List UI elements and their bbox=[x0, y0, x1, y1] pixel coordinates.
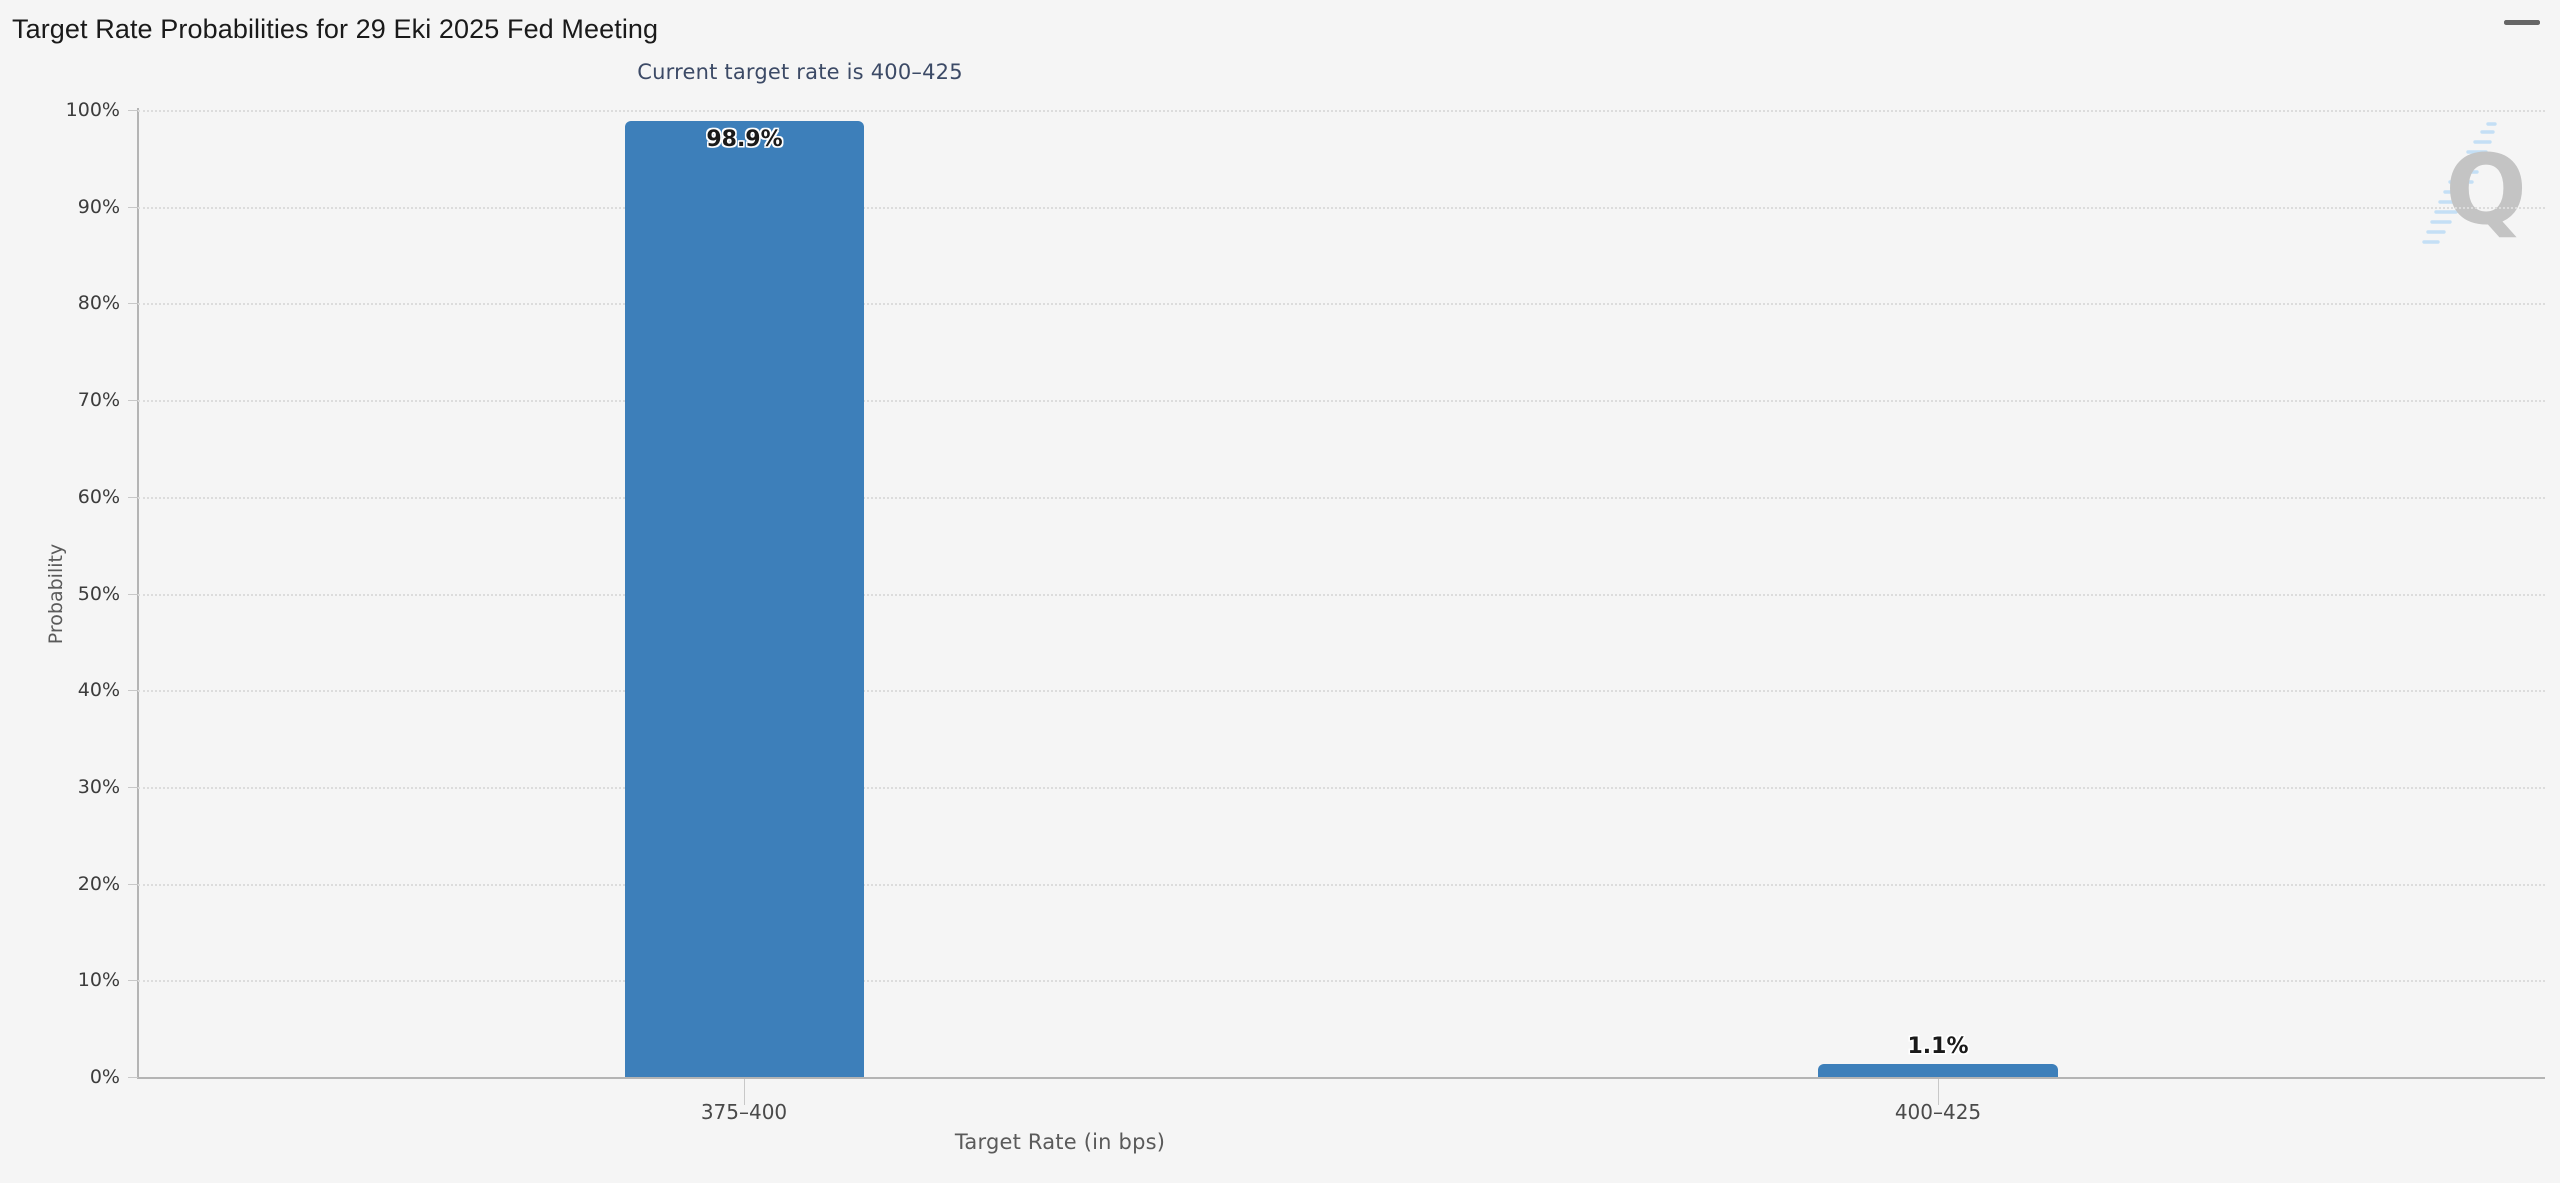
y-tick-label-30: 30% bbox=[77, 775, 120, 798]
hamburger-menu-icon[interactable] bbox=[2502, 16, 2542, 50]
bar-value-label-375-400: 98.9% bbox=[706, 127, 783, 152]
chart-subtitle: Current target rate is 400–425 bbox=[0, 59, 2560, 85]
gridline-100 bbox=[138, 110, 2545, 112]
y-tick-label-80: 80% bbox=[77, 292, 120, 315]
y-tick-label-70: 70% bbox=[77, 389, 120, 412]
x-tick-label-375-400: 375–400 bbox=[700, 1100, 788, 1124]
y-tick-label-60: 60% bbox=[77, 485, 120, 508]
gridline-50 bbox=[138, 593, 2545, 596]
bar-400-425[interactable] bbox=[1818, 1064, 2058, 1077]
y-tick-mark-30 bbox=[128, 786, 138, 788]
bar-375-400[interactable] bbox=[625, 120, 864, 1077]
x-tick-label-400-425: 400–425 bbox=[1894, 1100, 1982, 1124]
x-axis-title-text: Target Rate (in bps) bbox=[954, 1130, 1166, 1154]
gridline-60 bbox=[138, 496, 2545, 499]
plot-area bbox=[138, 110, 2545, 1077]
x-tick-mark-375-400 bbox=[744, 1079, 745, 1105]
y-tick-label-10: 10% bbox=[77, 969, 120, 992]
chart-subtitle-text: Current target rate is 400–425 bbox=[637, 60, 963, 84]
gridline-90 bbox=[138, 206, 2545, 209]
hamburger-bar-3 bbox=[2504, 20, 2540, 25]
y-tick-mark-80 bbox=[128, 303, 138, 305]
y-tick-label-100: 100% bbox=[65, 99, 120, 121]
y-tick-mark-60 bbox=[128, 496, 138, 498]
gridline-40 bbox=[138, 690, 2545, 693]
y-tick-label-40: 40% bbox=[77, 679, 120, 702]
bar-value-label-400-425: 1.1% bbox=[1907, 1034, 1969, 1059]
gridline-10 bbox=[138, 980, 2545, 983]
y-tick-mark-90 bbox=[128, 206, 138, 208]
y-tick-mark-50 bbox=[128, 593, 138, 595]
gridline-70 bbox=[138, 400, 2545, 403]
page-title: Target Rate Probabilities for 29 Eki 202… bbox=[12, 14, 659, 44]
y-tick-mark-70 bbox=[128, 400, 138, 402]
y-tick-label-0: 0% bbox=[89, 1066, 120, 1088]
x-tick-mark-400-425 bbox=[1938, 1079, 1939, 1105]
y-tick-mark-0 bbox=[128, 1077, 138, 1078]
y-tick-label-90: 90% bbox=[77, 195, 120, 218]
y-tick-mark-10 bbox=[128, 980, 138, 982]
x-axis-title: Target Rate (in bps) bbox=[0, 1130, 2560, 1154]
y-tick-label-50: 50% bbox=[77, 582, 120, 605]
y-tick-label-20: 20% bbox=[77, 872, 120, 895]
gridline-80 bbox=[138, 303, 2545, 306]
y-tick-mark-20 bbox=[128, 883, 138, 885]
gridline-20 bbox=[138, 883, 2545, 886]
y-tick-mark-40 bbox=[128, 690, 138, 692]
y-tick-mark-100 bbox=[128, 110, 138, 111]
gridline-30 bbox=[138, 786, 2545, 789]
x-axis-line bbox=[138, 1077, 2545, 1079]
